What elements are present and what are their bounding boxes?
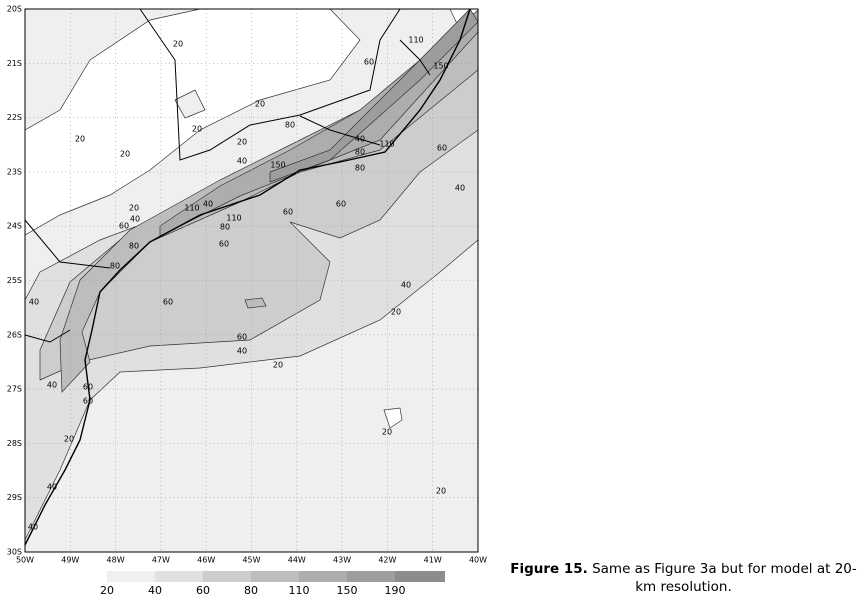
- contour-label: 20: [391, 308, 401, 317]
- contour-label: 80: [110, 262, 120, 271]
- caption-text: Same as Figure 3a but for model at 20-km…: [592, 561, 857, 595]
- lon-label: 47W: [152, 556, 170, 565]
- lat-label: 24S: [7, 222, 22, 231]
- contour-label: 40: [237, 157, 247, 166]
- lon-label: 43W: [333, 556, 351, 565]
- contour-label: 60: [364, 58, 374, 67]
- contour-label: 110: [184, 204, 199, 213]
- contour-label: 110: [226, 214, 241, 223]
- lat-label: 22S: [7, 113, 22, 122]
- contour-label: 20: [273, 361, 283, 370]
- colorbar-label: 20: [100, 584, 114, 597]
- lat-label: 25S: [7, 276, 22, 285]
- contour-label: 20: [64, 435, 74, 444]
- lat-label: 26S: [7, 330, 22, 339]
- colorbar-segment: [203, 571, 251, 582]
- contour-label: 20: [120, 150, 130, 159]
- lat-label: 28S: [7, 439, 22, 448]
- colorbar-label: 110: [289, 584, 310, 597]
- lon-label: 44W: [288, 556, 306, 565]
- lon-label: 45W: [242, 556, 260, 565]
- contour-label: 80: [355, 148, 365, 157]
- contour-label: 20: [436, 487, 446, 496]
- contour-label: 40: [47, 381, 57, 390]
- lon-label: 40W: [469, 556, 487, 565]
- contour-label: 40: [455, 184, 465, 193]
- contour-label: 80: [220, 223, 230, 232]
- contour-label: 60: [283, 208, 293, 217]
- contour-label: 20: [75, 135, 85, 144]
- contour-label: 60: [119, 222, 129, 231]
- contour-label: 20: [255, 100, 265, 109]
- contour-label: 60: [83, 383, 93, 392]
- lat-label: 30S: [7, 548, 22, 557]
- lat-label: 27S: [7, 385, 22, 394]
- contour-label: 60: [163, 298, 173, 307]
- contour-label: 20: [237, 138, 247, 147]
- colorbar-segment: [395, 571, 445, 582]
- colorbar-segment: [251, 571, 299, 582]
- contour-label: 40: [203, 200, 213, 209]
- colorbar-label: 150: [337, 584, 358, 597]
- contour-label: 150: [433, 62, 448, 71]
- lon-label: 42W: [378, 556, 396, 565]
- contour-label: 20: [382, 428, 392, 437]
- contour-label: 60: [83, 397, 93, 406]
- lon-label: 41W: [424, 556, 442, 565]
- colorbar-segment: [107, 571, 155, 582]
- lat-label: 29S: [7, 493, 22, 502]
- map-frame: [24, 8, 479, 553]
- contour-label: 20: [173, 40, 183, 49]
- contour-label: 40: [401, 281, 411, 290]
- contour-label: 40: [28, 523, 38, 532]
- lat-label: 20S: [7, 5, 22, 14]
- lon-label: 49W: [61, 556, 79, 565]
- caption-label: Figure 15.: [510, 561, 588, 577]
- contour-label: 60: [437, 144, 447, 153]
- low-region: [24, 8, 361, 236]
- low-region: [174, 89, 206, 119]
- colorbar-label: 60: [196, 584, 210, 597]
- contour-label: 20: [129, 204, 139, 213]
- contour-label: 110: [408, 36, 423, 45]
- contour-label: 80: [129, 242, 139, 251]
- caption: Figure 15. Same as Figure 3a but for mod…: [500, 560, 867, 596]
- contour-label: 40: [47, 483, 57, 492]
- contour-label: 40: [29, 298, 39, 307]
- contour-label: 80: [285, 121, 295, 130]
- lon-label: 50W: [16, 556, 34, 565]
- level-band: [383, 407, 403, 429]
- lat-label: 23S: [7, 167, 22, 176]
- contour-label: 40: [130, 215, 140, 224]
- contour-label: 60: [336, 200, 346, 209]
- colorbar-label: 190: [385, 584, 406, 597]
- colorbar-label: 80: [244, 584, 258, 597]
- contour-label: 40: [355, 135, 365, 144]
- contour-label: 110: [379, 140, 394, 149]
- colorbar-segment: [155, 571, 203, 582]
- contour-label: 60: [237, 333, 247, 342]
- level-band: [244, 297, 267, 309]
- lon-label: 48W: [107, 556, 125, 565]
- contour-label: 20: [192, 125, 202, 134]
- coastline: [24, 8, 471, 546]
- lon-label: 46W: [197, 556, 215, 565]
- contour-label: 60: [219, 240, 229, 249]
- contour-label: 150: [270, 161, 285, 170]
- contour-label: 80: [355, 164, 365, 173]
- colorbar-segment: [347, 571, 395, 582]
- contour-label: 40: [237, 347, 247, 356]
- state-border: [24, 8, 431, 343]
- lat-label: 21S: [7, 59, 22, 68]
- colorbar-segment: [299, 571, 347, 582]
- colorbar-label: 40: [148, 584, 162, 597]
